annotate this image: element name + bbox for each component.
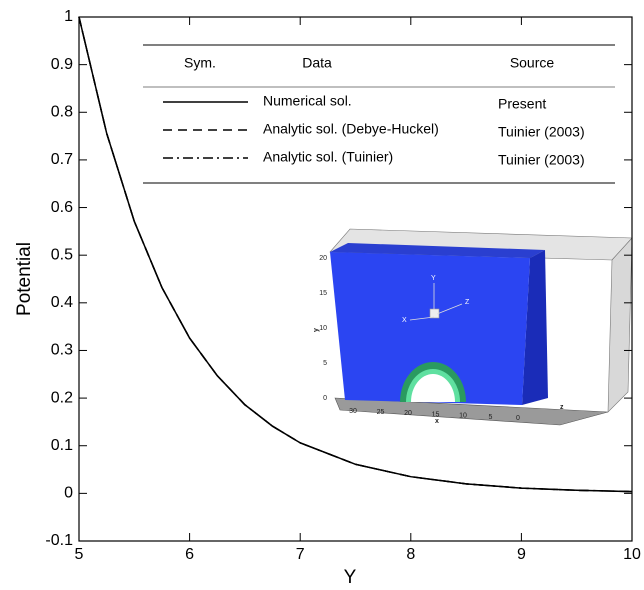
x-tick-label: 5 bbox=[75, 546, 84, 563]
inset-triad-label: X bbox=[402, 317, 407, 324]
legend-source: Tuinier (2003) bbox=[498, 124, 585, 140]
legend-header: Data bbox=[302, 55, 332, 71]
legend-header: Source bbox=[510, 55, 555, 71]
legend-source: Tuinier (2003) bbox=[498, 152, 585, 168]
plot-frame bbox=[78, 16, 633, 542]
x-tick-label: 9 bbox=[517, 546, 526, 563]
y-tick-label: 0.4 bbox=[51, 294, 73, 311]
inset-z-label: z bbox=[560, 404, 564, 411]
x-tick-label: 10 bbox=[623, 546, 641, 563]
inset-image bbox=[329, 228, 633, 426]
inset-x-tick: 25 bbox=[377, 409, 385, 416]
y-tick-label: -0.1 bbox=[45, 532, 73, 549]
series-line bbox=[78, 16, 633, 493]
inset-x-tick: 0 bbox=[516, 415, 520, 422]
inset-x-tick: 5 bbox=[489, 414, 493, 421]
legend-label: Analytic sol. (Debye-Huckel) bbox=[263, 121, 439, 137]
y-tick-label: 0.6 bbox=[51, 199, 73, 216]
inset-x-label: x bbox=[435, 418, 439, 425]
x-tick-label: 8 bbox=[406, 546, 415, 563]
inset-triad-label: Y bbox=[431, 275, 436, 282]
inset-y-tick: 0 bbox=[323, 395, 327, 402]
inset-triad-label: Z bbox=[465, 299, 470, 306]
inset-y-tick: 20 bbox=[319, 255, 327, 262]
y-tick-label: 0.9 bbox=[51, 56, 73, 73]
inset-triad-axis bbox=[436, 303, 463, 315]
legend-source: Present bbox=[498, 96, 546, 112]
inset-slab-top bbox=[330, 243, 545, 258]
legend-label: Analytic sol. (Tuinier) bbox=[263, 149, 393, 165]
x-tick-label: 7 bbox=[296, 546, 305, 563]
y-tick-label: 0.8 bbox=[51, 103, 73, 120]
y-tick-label: 0.2 bbox=[51, 389, 73, 406]
y-tick-label: 0.3 bbox=[51, 342, 73, 359]
inset-x-tick: 15 bbox=[432, 411, 440, 418]
inset-x-tick: 20 bbox=[404, 410, 412, 417]
y-tick-label: 0.7 bbox=[51, 151, 73, 168]
inset-y-tick: 5 bbox=[323, 360, 327, 367]
x-axis-label: Y bbox=[344, 567, 357, 588]
y-tick-label: 0.5 bbox=[51, 246, 73, 263]
inset-y-tick: 15 bbox=[319, 290, 327, 297]
inset-y-tick: 10 bbox=[319, 325, 327, 332]
y-tick-label: 0 bbox=[64, 485, 73, 502]
inset-floor bbox=[334, 397, 609, 426]
y-tick-label: 0.1 bbox=[51, 437, 73, 454]
y-tick-label: 1 bbox=[64, 8, 73, 25]
inset-slab-side bbox=[522, 250, 548, 405]
inset-slab-front bbox=[330, 252, 530, 405]
legend-label: Numerical sol. bbox=[263, 93, 352, 109]
inset-x-tick: 10 bbox=[459, 413, 467, 420]
inset-box-side bbox=[607, 237, 633, 413]
inset-y-label: y bbox=[313, 328, 320, 332]
y-axis-label: Potential bbox=[14, 242, 35, 316]
legend-header: Sym. bbox=[184, 55, 216, 71]
inset-arch-hole bbox=[411, 374, 455, 402]
inset-x-tick: 30 bbox=[349, 408, 357, 415]
inset-triad-axis bbox=[409, 316, 435, 321]
x-tick-label: 6 bbox=[185, 546, 194, 563]
